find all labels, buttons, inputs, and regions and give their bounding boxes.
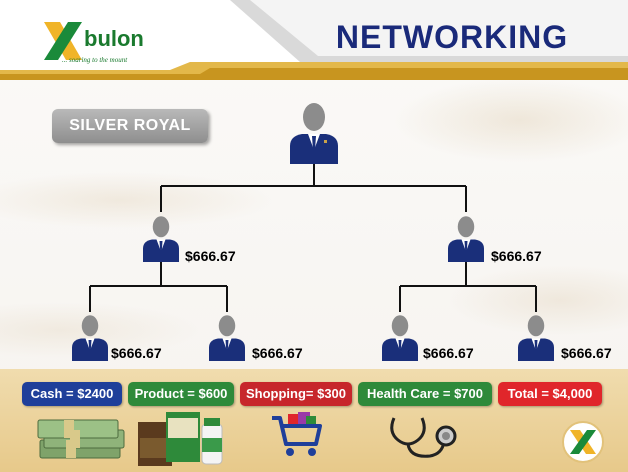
header-background bbox=[0, 0, 628, 80]
xbulon-badge-icon bbox=[562, 421, 604, 463]
shopping-cart-icon bbox=[272, 412, 322, 456]
header: bulon ... soaring to the mount NETWORKIN… bbox=[0, 0, 628, 80]
stethoscope-icon bbox=[390, 417, 457, 458]
level2-member-icon bbox=[72, 315, 108, 361]
level1-member-icon bbox=[448, 216, 484, 262]
logo-text: bulon bbox=[84, 26, 144, 51]
product-reward-pill: Product = $600 bbox=[128, 382, 234, 406]
level2-amount: $666.67 bbox=[561, 345, 612, 361]
level2-amount: $666.67 bbox=[423, 345, 474, 361]
logo-tagline: ... soaring to the mount bbox=[62, 56, 128, 64]
cash-stack-icon bbox=[37, 419, 125, 459]
level1-member-icon bbox=[143, 216, 179, 262]
xbulon-logo-icon bbox=[44, 22, 82, 60]
level2-member-icon bbox=[209, 315, 245, 361]
cash-reward-pill: Cash = $2400 bbox=[22, 382, 122, 406]
product-box-icon bbox=[138, 412, 223, 466]
shopping-reward-pill: Shopping= $300 bbox=[240, 382, 352, 406]
level2-amount: $666.67 bbox=[111, 345, 162, 361]
healthcare-reward-pill: Health Care = $700 bbox=[358, 382, 492, 406]
page-title: NETWORKING bbox=[335, 19, 569, 55]
plan-badge: SILVER ROYAL bbox=[52, 109, 208, 143]
level2-amount: $666.67 bbox=[252, 345, 303, 361]
total-reward-pill: Total = $4,000 bbox=[498, 382, 602, 406]
level2-member-icon bbox=[382, 315, 418, 361]
level1-amount: $666.67 bbox=[491, 248, 542, 264]
level2-member-icon bbox=[518, 315, 554, 361]
root-member-icon bbox=[290, 103, 338, 164]
level1-amount: $666.67 bbox=[185, 248, 236, 264]
